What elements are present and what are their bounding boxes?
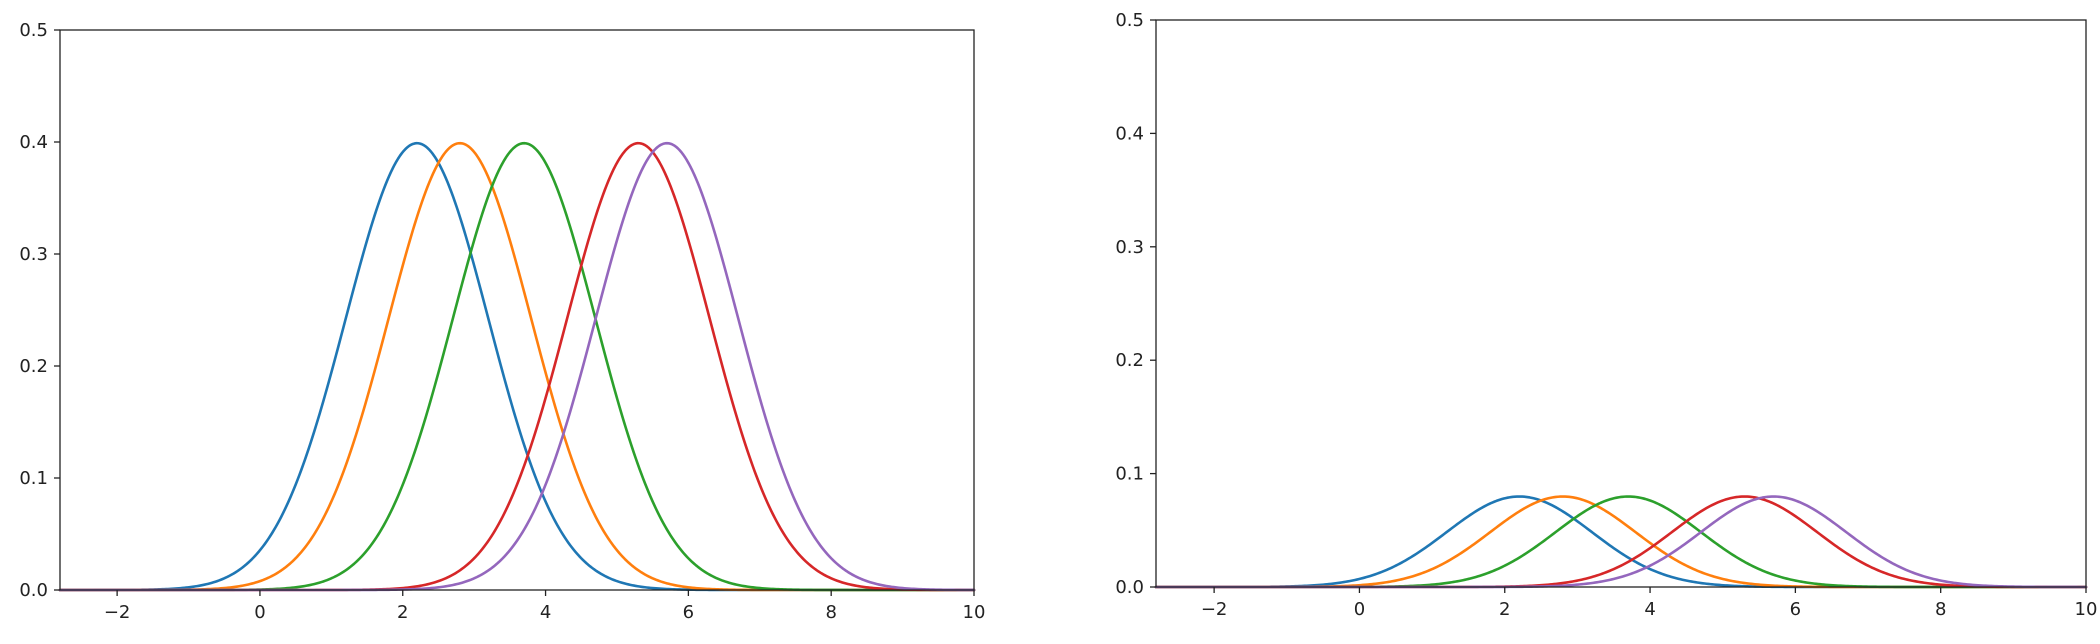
series-line-4 (58, 141, 976, 592)
x-tick-label: 0 (254, 602, 265, 623)
y-tick-label: 0.4 (19, 132, 48, 153)
y-tick-label: 0.2 (19, 356, 48, 377)
axes-frame (59, 29, 975, 591)
series-line-3 (58, 141, 976, 592)
x-tick-label: 6 (683, 602, 694, 623)
x-tick-label: −2 (104, 602, 131, 623)
y-tick-label: 0.3 (19, 244, 48, 265)
x-tick-label: 4 (1644, 599, 1655, 620)
series-line-2 (1154, 495, 2088, 589)
x-tick-label: 8 (1935, 599, 1946, 620)
x-tick-label: 2 (397, 602, 408, 623)
series-line-1 (1154, 495, 2088, 589)
x-tick-label: 10 (2075, 599, 2098, 620)
series-line-4 (1154, 495, 2088, 589)
y-tick-label: 0.4 (1115, 123, 1144, 144)
series-line-3 (1154, 495, 2088, 589)
axes-frame (1155, 19, 2087, 588)
x-tick-label: 8 (825, 602, 836, 623)
x-tick-label: 0 (1354, 599, 1365, 620)
x-tick-label: 2 (1499, 599, 1510, 620)
series-line-1 (58, 141, 976, 592)
y-tick-label: 0.5 (1115, 10, 1144, 31)
y-tick-label: 0.5 (19, 20, 48, 41)
y-tick-label: 0.0 (19, 580, 48, 601)
y-tick-label: 0.1 (19, 468, 48, 489)
x-tick-label: −2 (1201, 599, 1228, 620)
y-tick-label: 0.2 (1115, 350, 1144, 371)
y-tick-label: 0.1 (1115, 464, 1144, 485)
series-group (1154, 495, 2088, 589)
series-line-2 (58, 141, 976, 592)
left-chart: −2 0 2 4 6 8 10 0.0 0.1 0.2 0.3 0.4 0.5 (19, 20, 985, 623)
series-line-5 (58, 141, 976, 592)
x-tick-label: 10 (963, 602, 986, 623)
y-tick-label: 0.3 (1115, 237, 1144, 258)
series-group (58, 141, 976, 592)
x-tick-label: 6 (1790, 599, 1801, 620)
y-tick-label: 0.0 (1115, 577, 1144, 598)
right-chart: −2 0 2 4 6 8 10 0.0 0.1 0.2 0.3 0.4 0.5 (1115, 10, 2097, 620)
x-tick-label: 4 (540, 602, 551, 623)
series-line-5 (1154, 495, 2088, 589)
